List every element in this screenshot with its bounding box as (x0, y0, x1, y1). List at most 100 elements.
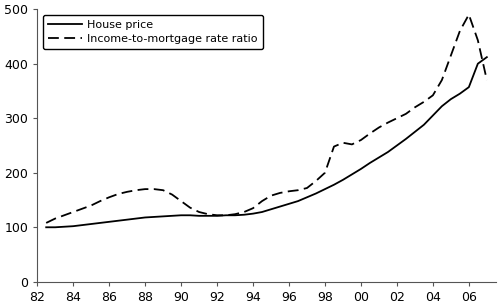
Line: Income-to-mortgage rate ratio: Income-to-mortgage rate ratio (46, 14, 487, 223)
Income-to-mortgage rate ratio (403, 112, 409, 116)
House price (43, 225, 49, 229)
House price (250, 212, 256, 216)
House price (331, 183, 337, 187)
House price (232, 213, 238, 217)
House price (439, 104, 445, 108)
Income-to-mortgage rate ratio (394, 116, 400, 120)
Income-to-mortgage rate ratio (376, 126, 382, 129)
Income-to-mortgage rate ratio (250, 206, 256, 210)
Line: House price: House price (46, 57, 487, 227)
House price (295, 199, 301, 203)
House price (52, 225, 58, 229)
House price (79, 223, 85, 227)
House price (385, 150, 391, 154)
House price (484, 55, 490, 59)
Income-to-mortgage rate ratio (52, 217, 58, 221)
House price (286, 202, 292, 206)
House price (61, 225, 67, 229)
House price (448, 97, 454, 101)
Income-to-mortgage rate ratio (304, 186, 310, 190)
House price (169, 214, 175, 218)
Income-to-mortgage rate ratio (223, 213, 229, 217)
House price (322, 187, 328, 191)
Income-to-mortgage rate ratio (178, 199, 184, 203)
House price (313, 192, 319, 195)
House price (358, 167, 364, 171)
House price (457, 92, 463, 95)
House price (187, 213, 193, 217)
House price (151, 215, 157, 219)
Income-to-mortgage rate ratio (43, 221, 49, 225)
Income-to-mortgage rate ratio (61, 213, 67, 217)
Income-to-mortgage rate ratio (340, 141, 346, 145)
House price (160, 215, 166, 218)
House price (133, 217, 139, 221)
House price (466, 85, 472, 89)
Income-to-mortgage rate ratio (115, 192, 121, 196)
Income-to-mortgage rate ratio (313, 179, 319, 183)
Income-to-mortgage rate ratio (421, 100, 427, 104)
House price (376, 156, 382, 159)
Income-to-mortgage rate ratio (259, 199, 265, 203)
House price (97, 221, 103, 225)
Income-to-mortgage rate ratio (331, 145, 337, 148)
House price (430, 114, 436, 117)
Income-to-mortgage rate ratio (88, 204, 94, 207)
Income-to-mortgage rate ratio (457, 29, 463, 33)
House price (403, 137, 409, 141)
Income-to-mortgage rate ratio (214, 213, 220, 217)
Legend: House price, Income-to-mortgage rate ratio: House price, Income-to-mortgage rate rat… (43, 15, 263, 49)
House price (196, 214, 202, 218)
Income-to-mortgage rate ratio (295, 188, 301, 192)
Income-to-mortgage rate ratio (70, 210, 76, 214)
House price (106, 220, 112, 224)
Income-to-mortgage rate ratio (205, 212, 211, 216)
House price (70, 224, 76, 228)
Income-to-mortgage rate ratio (169, 193, 175, 197)
Income-to-mortgage rate ratio (133, 188, 139, 192)
Income-to-mortgage rate ratio (349, 143, 355, 146)
Income-to-mortgage rate ratio (268, 194, 274, 197)
Income-to-mortgage rate ratio (106, 196, 112, 199)
House price (115, 219, 121, 223)
Income-to-mortgage rate ratio (475, 38, 481, 42)
Income-to-mortgage rate ratio (124, 190, 130, 194)
Income-to-mortgage rate ratio (151, 187, 157, 191)
House price (421, 123, 427, 127)
Income-to-mortgage rate ratio (385, 121, 391, 124)
Income-to-mortgage rate ratio (142, 187, 148, 191)
Income-to-mortgage rate ratio (196, 210, 202, 214)
Income-to-mortgage rate ratio (241, 210, 247, 214)
House price (259, 210, 265, 214)
House price (349, 172, 355, 176)
House price (268, 207, 274, 211)
Income-to-mortgage rate ratio (79, 207, 85, 211)
House price (277, 205, 283, 209)
Income-to-mortgage rate ratio (277, 191, 283, 195)
Income-to-mortgage rate ratio (484, 78, 490, 82)
Income-to-mortgage rate ratio (367, 132, 373, 135)
House price (124, 218, 130, 221)
House price (412, 130, 418, 134)
Income-to-mortgage rate ratio (430, 93, 436, 97)
Income-to-mortgage rate ratio (97, 199, 103, 203)
House price (223, 213, 229, 217)
House price (178, 213, 184, 217)
Income-to-mortgage rate ratio (439, 78, 445, 82)
House price (340, 178, 346, 182)
Income-to-mortgage rate ratio (466, 13, 472, 16)
House price (214, 214, 220, 218)
Income-to-mortgage rate ratio (358, 138, 364, 142)
House price (304, 196, 310, 199)
House price (88, 222, 94, 226)
Income-to-mortgage rate ratio (232, 212, 238, 216)
Income-to-mortgage rate ratio (286, 189, 292, 193)
House price (142, 216, 148, 219)
House price (241, 213, 247, 217)
House price (394, 144, 400, 147)
Income-to-mortgage rate ratio (322, 171, 328, 175)
Income-to-mortgage rate ratio (187, 206, 193, 209)
House price (475, 62, 481, 66)
Income-to-mortgage rate ratio (448, 54, 454, 57)
Income-to-mortgage rate ratio (412, 105, 418, 109)
